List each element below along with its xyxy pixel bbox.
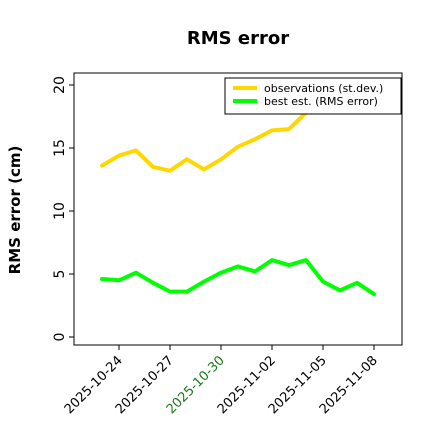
data-point <box>101 164 103 167</box>
data-point <box>288 264 290 266</box>
data-point <box>271 129 273 132</box>
series-lines <box>100 110 376 297</box>
data-point <box>118 279 120 282</box>
data-point <box>203 280 205 283</box>
data-point <box>305 259 307 261</box>
y-tick-label: 0 <box>52 333 68 342</box>
chart-title: RMS error <box>187 28 289 49</box>
data-point <box>169 290 171 293</box>
data-point <box>101 278 103 280</box>
legend-box <box>224 77 402 115</box>
data-point <box>237 265 239 268</box>
data-point <box>118 154 120 157</box>
y-tick-label: 5 <box>52 270 68 279</box>
data-point <box>220 158 222 161</box>
y-tick-label: 15 <box>52 139 68 157</box>
y-tick-label: 20 <box>52 76 68 94</box>
data-point <box>220 271 222 274</box>
data-point <box>135 149 137 152</box>
plot-frame <box>73 72 403 346</box>
data-point <box>254 138 256 140</box>
legend: observations (st.dev.)best est. (RMS err… <box>224 77 402 115</box>
data-point <box>373 293 375 295</box>
series-line-0 <box>100 110 308 173</box>
data-point <box>169 169 171 172</box>
y-tick-label: 10 <box>52 202 68 220</box>
data-point <box>339 289 341 292</box>
series-line-1 <box>100 258 376 297</box>
data-point <box>135 271 137 274</box>
data-point <box>237 145 239 148</box>
legend-label: observations (st.dev.) <box>264 82 383 95</box>
data-point <box>152 166 154 168</box>
data-point <box>254 270 256 273</box>
data-point <box>152 282 154 284</box>
data-point <box>186 158 188 161</box>
data-point <box>203 168 205 171</box>
data-point <box>186 290 188 293</box>
data-point <box>322 280 324 283</box>
y-axis-label: RMS error (cm) <box>6 146 24 275</box>
legend-label: best est. (RMS error) <box>264 95 378 108</box>
axis-ticks: 051015202025-10-242025-10-272025-10-3020… <box>52 76 381 417</box>
data-point <box>288 128 290 130</box>
data-point <box>271 259 273 261</box>
data-point <box>356 282 358 284</box>
